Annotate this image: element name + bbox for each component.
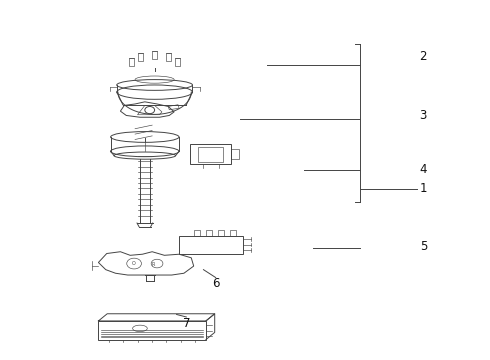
Text: O: O [132,261,135,266]
Text: 1: 1 [419,183,427,195]
Text: 5: 5 [419,240,427,253]
Text: R: R [152,262,155,267]
Text: 4: 4 [419,163,427,176]
Text: 3: 3 [419,109,427,122]
Text: 6: 6 [212,278,220,291]
Text: 2: 2 [419,50,427,63]
Text: 7: 7 [183,317,190,330]
